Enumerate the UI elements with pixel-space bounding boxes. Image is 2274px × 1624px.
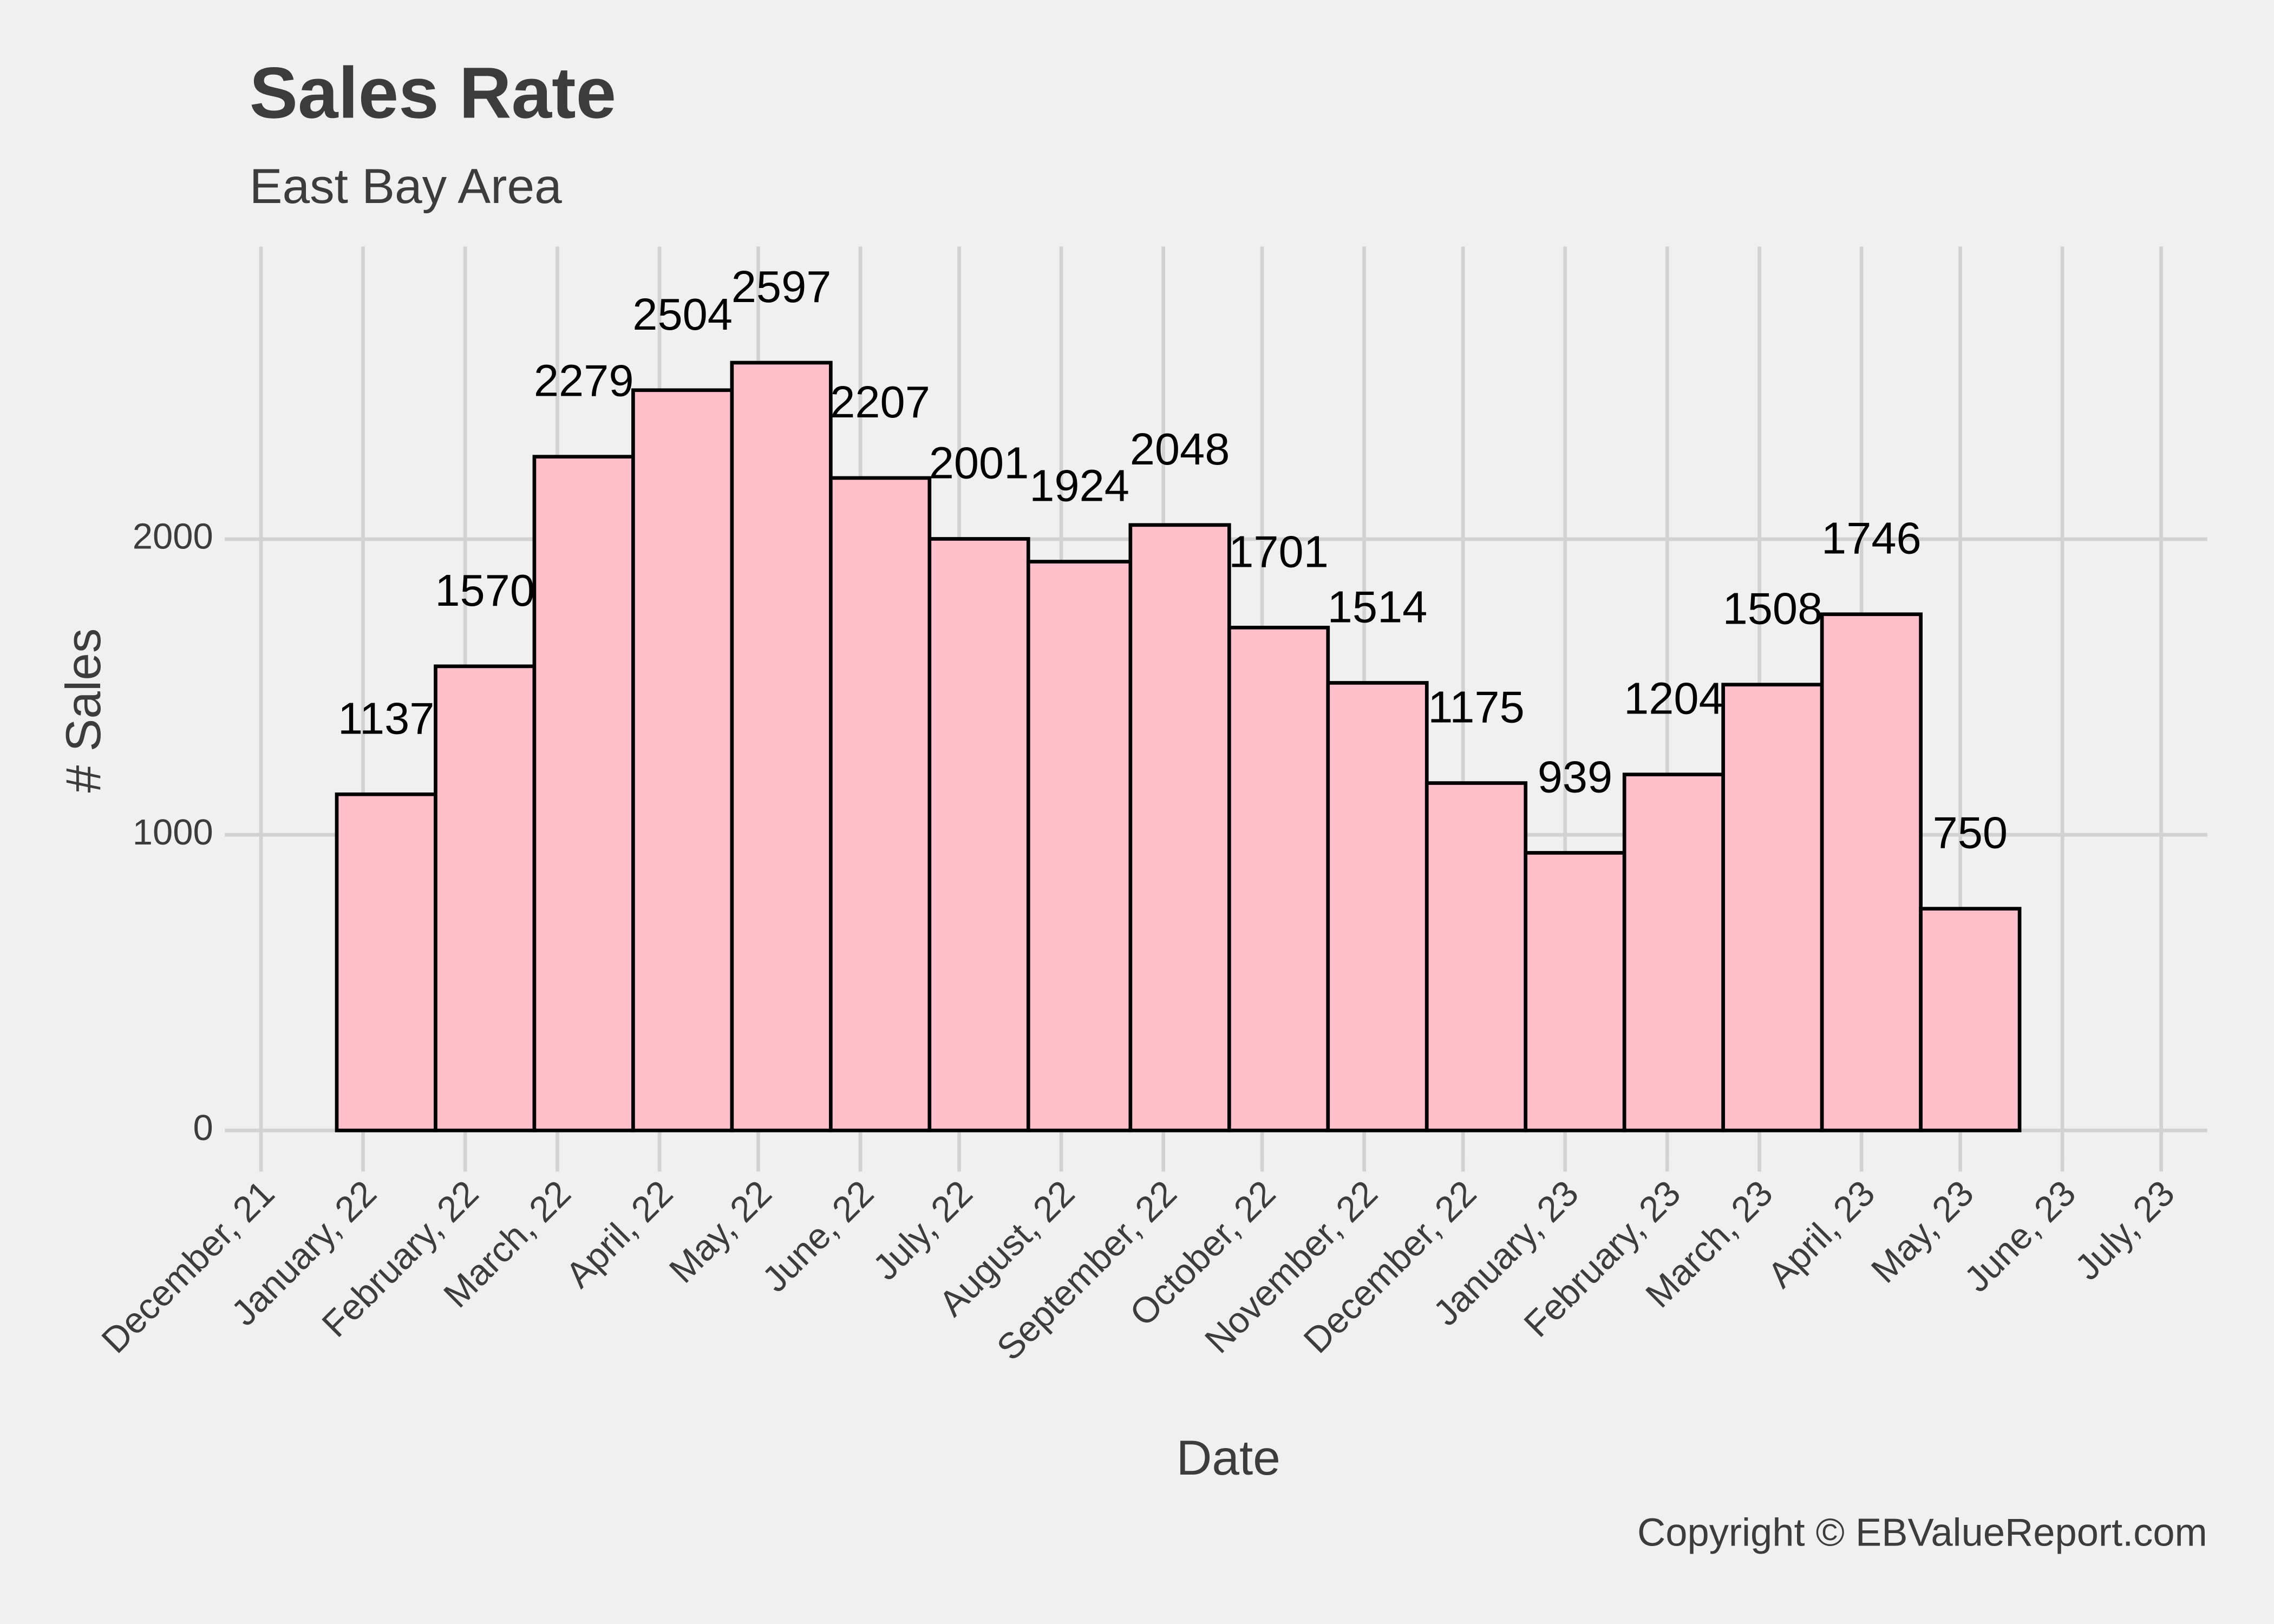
data-label: 1514 — [1328, 581, 1428, 632]
bar — [828, 476, 932, 1132]
data-label: 2504 — [632, 289, 733, 339]
x-axis-label: Date — [1177, 1431, 1280, 1485]
data-label: 939 — [1538, 751, 1613, 802]
bar — [1721, 683, 1824, 1132]
bar — [1326, 681, 1429, 1132]
bar — [1424, 781, 1528, 1132]
chart-title: Sales Rate — [250, 53, 616, 134]
bar — [335, 792, 437, 1132]
data-label: 2207 — [830, 377, 930, 427]
bar — [1524, 851, 1626, 1132]
bar — [434, 664, 537, 1132]
data-label: 1701 — [1229, 526, 1329, 577]
data-label: 2279 — [534, 356, 634, 406]
chart-subtitle: East Bay Area — [250, 159, 562, 214]
bar — [730, 361, 833, 1132]
caption: Copyright © EBValueReport.com — [1637, 1511, 2207, 1555]
y-axis-label: # Sales — [56, 628, 111, 793]
data-label: 750 — [1933, 808, 2008, 858]
y-tick-label: 0 — [193, 1108, 213, 1148]
data-label: 1175 — [1428, 682, 1525, 732]
y-tick-label: 2000 — [133, 516, 213, 557]
data-label: 1746 — [1821, 513, 1922, 564]
bar — [1227, 625, 1330, 1132]
data-label: 2048 — [1130, 424, 1230, 474]
data-label: 2001 — [929, 437, 1029, 488]
data-label: 1508 — [1723, 584, 1823, 634]
data-label: 1137 — [338, 693, 435, 743]
bar — [1820, 612, 1923, 1132]
y-tick-label: 1000 — [133, 812, 213, 853]
data-label: 1204 — [1624, 673, 1724, 724]
bar — [1026, 560, 1133, 1132]
bar — [532, 455, 635, 1132]
bar — [1128, 523, 1231, 1132]
data-label: 1570 — [435, 565, 535, 615]
bar — [631, 388, 734, 1132]
bar — [1622, 772, 1726, 1132]
data-label: 1924 — [1029, 461, 1129, 511]
data-label: 2597 — [731, 261, 832, 312]
bar — [927, 537, 1030, 1132]
bar — [1919, 907, 2022, 1132]
